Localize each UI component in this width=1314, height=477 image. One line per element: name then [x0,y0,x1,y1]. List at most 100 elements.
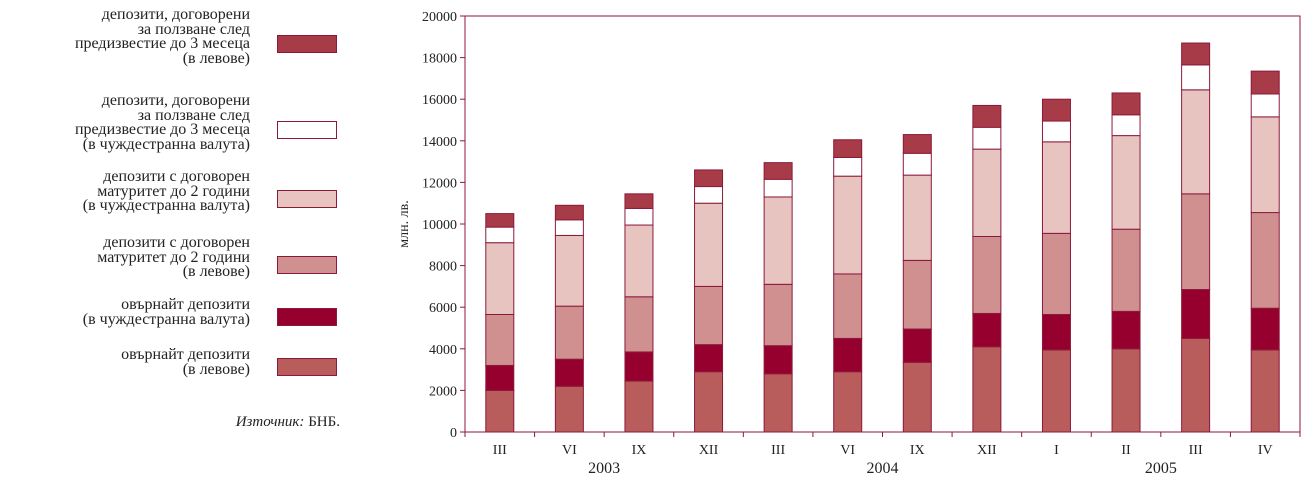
bar-segment-s4-c1 [554,219,584,236]
bar-segment-s2-c9 [1111,228,1141,312]
bar-segment-s2-c3 [694,285,724,346]
legend-label: овърнайт депозити (в левове) [121,346,250,378]
bar-segment-s0-c9 [1111,348,1141,433]
bar-segment-s2-c7 [972,235,1002,314]
y-tick-label: 12000 [422,176,457,191]
bar-segment-s0-c10 [1181,337,1211,433]
bar-segment-s5-c4 [763,162,793,180]
bar-segment-s3-c0 [485,242,515,315]
y-tick-label: 14000 [422,135,457,150]
bar-segment-s3-c5 [833,175,863,275]
bar-segment-s5-c9 [1111,92,1141,116]
bar-segment-s4-c6 [902,152,932,176]
bar-segment-s4-c0 [485,226,515,244]
bar-segment-s4-c4 [763,178,793,198]
bar-segment-s0-c2 [624,380,654,433]
bar-segment-s0-c1 [554,385,584,433]
x-tick-label: III [1189,443,1203,458]
bar-segment-s0-c7 [972,346,1002,433]
bar-segment-s2-c5 [833,273,863,339]
legend-swatch [277,121,337,139]
x-tick-label: IX [632,443,647,458]
bar-segment-s5-c6 [902,134,932,154]
bar-segment-s0-c4 [763,373,793,433]
year-label-2003: 2003 [588,460,620,477]
y-tick-label: 20000 [422,10,457,25]
bar-segment-s1-c4 [763,345,793,375]
x-tick-label: IX [910,443,925,458]
bar-segment-s5-c11 [1250,70,1280,95]
bar-segment-s2-c2 [624,296,654,353]
x-tick-label: II [1121,443,1131,458]
bar-segment-s0-c11 [1250,349,1280,433]
bar-segment-s1-c1 [554,358,584,387]
bar-segment-s4-c10 [1181,64,1211,91]
x-tick-label: IV [1258,443,1273,458]
bar-segment-s2-c0 [485,313,515,366]
plot-frame [464,15,1301,433]
bar-segment-s1-c3 [694,344,724,373]
y-tick-label: 2000 [429,384,457,399]
bar-segment-s1-c9 [1111,310,1141,350]
y-axis-label: млн. лв. [397,200,412,247]
bar-segment-s5-c1 [554,204,584,221]
bar-segment-s3-c4 [763,196,793,285]
bar-segment-s1-c8 [1041,313,1071,351]
y-tick-label: 4000 [429,343,457,358]
bar-segment-s3-c9 [1111,135,1141,230]
y-tick-label: 8000 [429,260,457,275]
bar-segment-s2-c1 [554,305,584,360]
bar-segment-s4-c5 [833,156,863,177]
bar-segment-s1-c7 [972,312,1002,348]
x-tick-label: VI [562,443,577,458]
bar-segment-s3-c10 [1181,89,1211,195]
x-tick-label: I [1054,443,1059,458]
legend-label: депозити с договорен матуритет до 2 годи… [97,234,250,280]
x-tick-label: VI [840,443,855,458]
bar-segment-s2-c6 [902,259,932,330]
legend-swatch [277,307,337,326]
bar-segment-s1-c10 [1181,289,1211,339]
source-value: БНБ. [308,414,340,430]
bar-segment-s3-c3 [694,202,724,287]
bar-segment-s5-c3 [694,169,724,188]
bar-segment-s2-c11 [1250,212,1280,309]
y-tick-label: 10000 [422,218,457,233]
bar-segment-s4-c9 [1111,114,1141,137]
legend-label: депозити с договорен матуритет до 2 годи… [82,168,250,214]
bar-segment-s3-c11 [1250,116,1280,214]
bar-segment-s2-c8 [1041,232,1071,315]
legend-label: депозити, договорени за ползване след пр… [74,6,250,67]
bar-segment-s5-c0 [485,213,515,228]
legend-swatch [277,255,337,274]
bar-segment-s5-c8 [1041,98,1071,122]
y-tick-label: 16000 [422,93,457,108]
source-note: Източник: БНБ. [236,414,340,431]
bar-segment-s3-c2 [624,224,654,298]
bar-segment-s4-c3 [694,186,724,204]
bar-segment-s5-c5 [833,139,863,158]
bar-segment-s3-c7 [972,148,1002,237]
y-tick-label: 0 [450,426,457,441]
legend-swatch [277,357,337,376]
bar-segment-s4-c8 [1041,120,1071,143]
legend-label: депозити, договорени за ползване след пр… [74,92,250,153]
year-label-2004: 2004 [867,460,899,477]
source-label: Източник: [235,414,305,430]
bar-segment-s0-c8 [1041,349,1071,433]
bar-segment-s2-c4 [763,283,793,347]
bar-segment-s2-c10 [1181,193,1211,291]
bar-segment-s1-c5 [833,337,863,373]
x-tick-label: XII [699,443,719,458]
year-label-2005: 2005 [1145,460,1177,477]
bar-segment-s1-c2 [624,351,654,382]
bar-segment-s3-c6 [902,174,932,261]
bar-segment-s0-c5 [833,371,863,433]
x-tick-label: III [771,443,785,458]
x-tick-label: III [493,443,507,458]
bar-segment-s1-c0 [485,364,515,391]
bar-segment-s0-c6 [902,361,932,433]
legend-swatch [277,35,337,53]
bar-segment-s3-c8 [1041,141,1071,234]
